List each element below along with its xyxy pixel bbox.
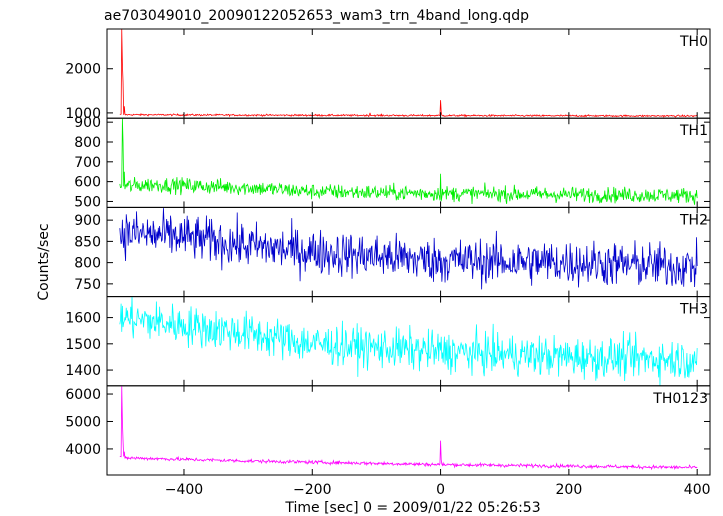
y-tick-label: 1400 xyxy=(65,363,101,379)
y-tick-label: 850 xyxy=(74,234,101,250)
y-tick-label: 1000 xyxy=(65,106,101,122)
y-tick-label: 600 xyxy=(74,175,101,191)
y-tick-label: 900 xyxy=(74,115,101,131)
panel-label: TH1 xyxy=(679,123,708,139)
series-line-th2 xyxy=(119,208,698,290)
panel-frame xyxy=(106,28,711,119)
x-tick-label: 400 xyxy=(684,482,711,498)
series-line-th0 xyxy=(119,29,698,118)
panel-label: TH0 xyxy=(679,34,708,50)
y-tick-label: 2000 xyxy=(65,62,101,78)
y-tick-label: 1500 xyxy=(65,337,101,353)
panel-label: TH3 xyxy=(679,302,708,318)
y-tick-label: 4000 xyxy=(65,442,101,458)
x-tick-label: −400 xyxy=(165,482,203,498)
panel-frame xyxy=(106,296,711,387)
x-tick-label: −200 xyxy=(293,482,331,498)
x-axis: −400 −200 0 200 400 xyxy=(165,482,711,498)
y-tick-label: 750 xyxy=(74,277,101,293)
panel-frame xyxy=(106,206,711,298)
y-axis-label: Counts/sec xyxy=(36,223,52,300)
y-tick-label: 5000 xyxy=(65,414,101,430)
panel-th1: 500 600 700 800 900 TH1 xyxy=(74,115,711,210)
panels-group: 1000 2000 TH0 500 600 700 800 900 TH1 750 800 850 90… xyxy=(65,28,711,476)
y-tick-label: 1600 xyxy=(65,311,101,327)
chart-title: ae703049010_20090122052653_wam3_trn_4ban… xyxy=(104,8,529,24)
panel-th3: 1400 1500 1600 TH3 xyxy=(65,296,711,387)
x-tick-label: 200 xyxy=(556,482,583,498)
x-axis-label: Time [sec] 0 = 2009/01/22 05:26:53 xyxy=(284,500,540,516)
y-tick-label: 6000 xyxy=(65,387,101,403)
y-tick-label: 700 xyxy=(74,155,101,171)
x-tick-label: 0 xyxy=(436,482,445,498)
y-tick-label: 800 xyxy=(74,256,101,272)
panel-th0123: 4000 5000 6000 TH0123 xyxy=(65,385,711,476)
y-tick-label: 900 xyxy=(74,213,101,229)
y-tick-label: 800 xyxy=(74,135,101,151)
panel-label: TH2 xyxy=(679,212,708,228)
panel-label: TH0123 xyxy=(652,391,708,407)
panel-th2: 750 800 850 900 TH2 xyxy=(74,206,711,298)
series-line-th0123 xyxy=(119,385,698,471)
series-line-th1 xyxy=(119,118,698,205)
panel-frame xyxy=(106,385,711,476)
panel-th0: 1000 2000 TH0 xyxy=(65,28,711,122)
series-line-th3 xyxy=(119,296,698,386)
y-tick-label: 500 xyxy=(74,194,101,210)
